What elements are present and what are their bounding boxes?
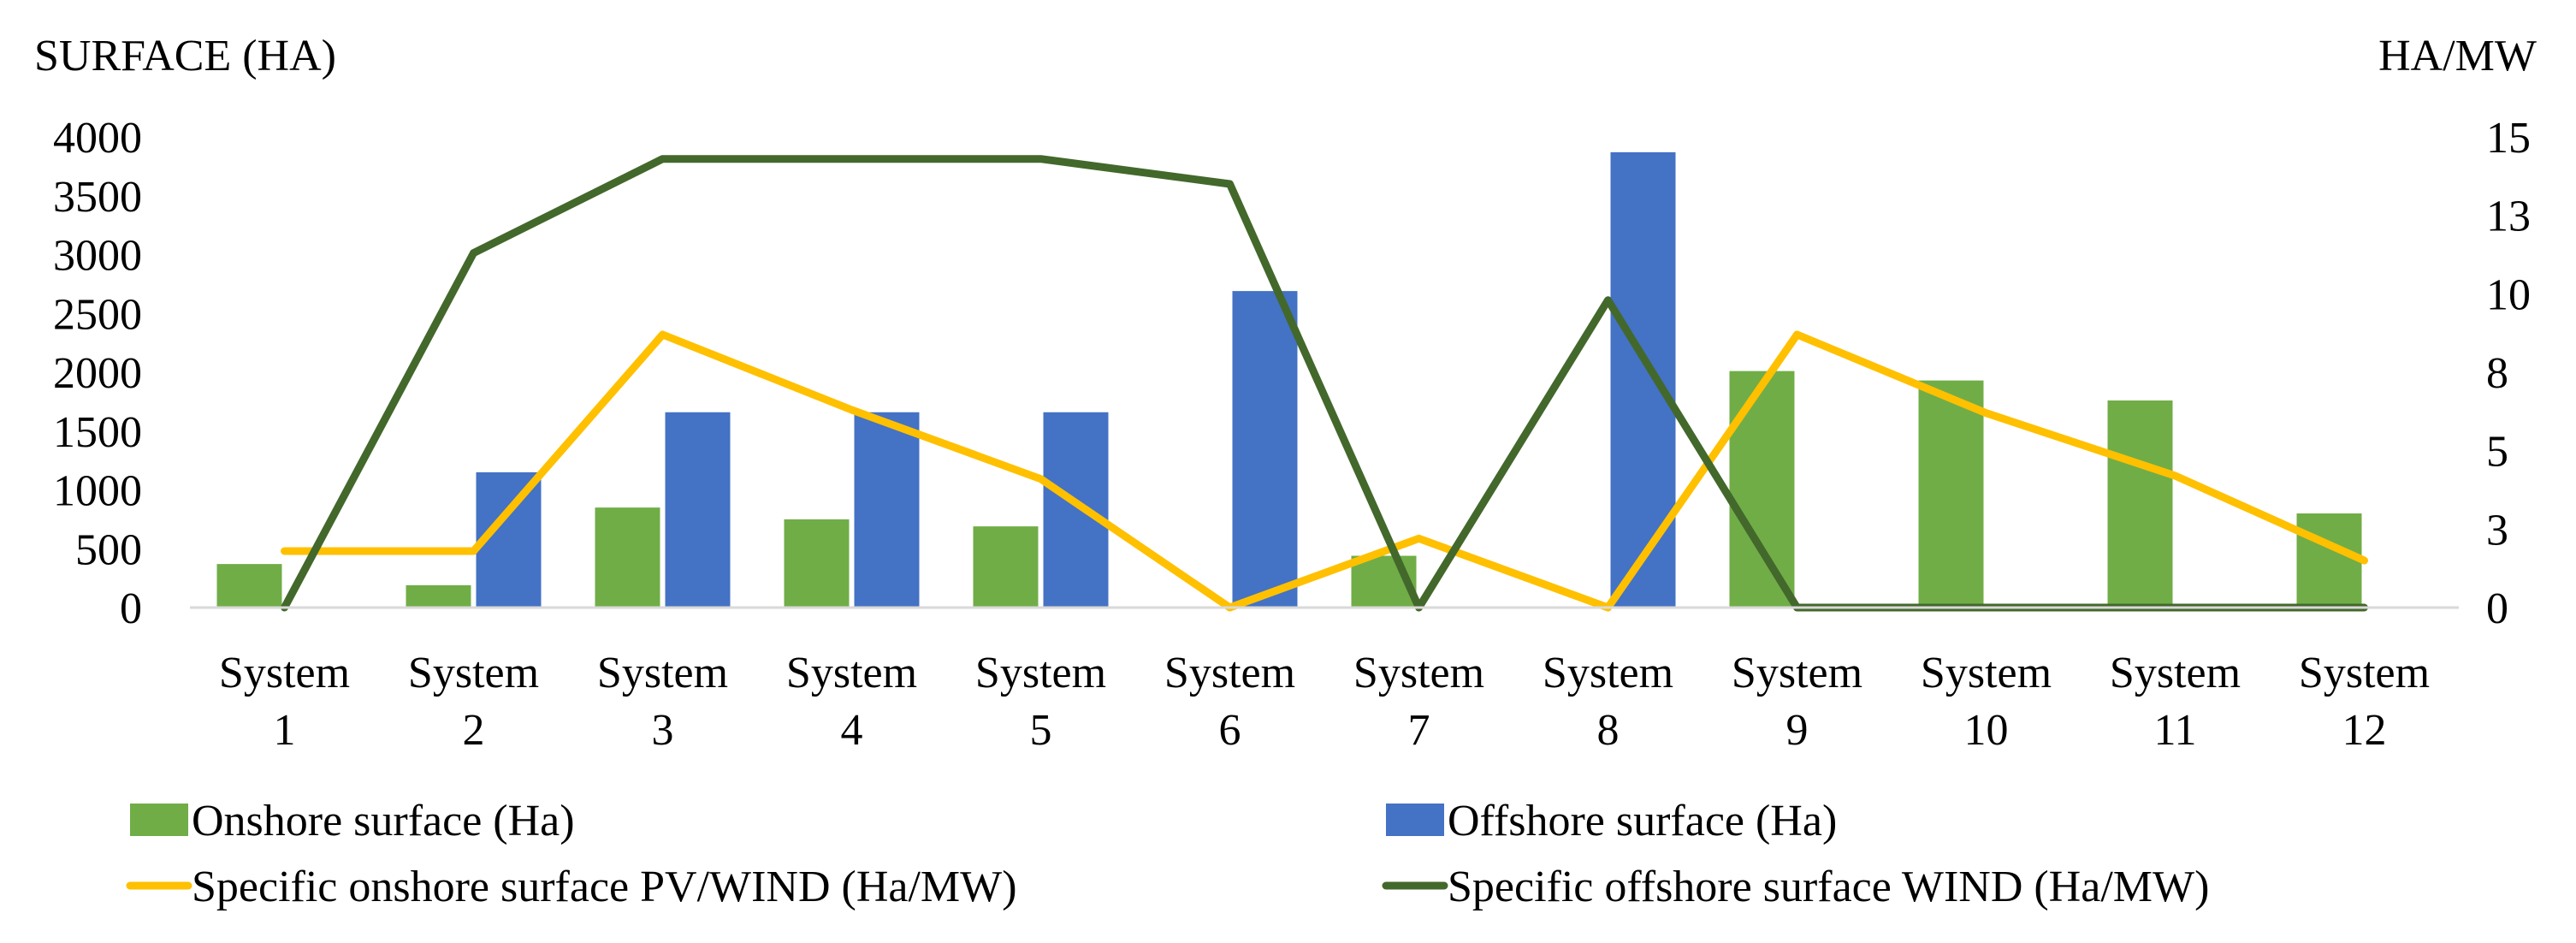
left-tick-label: 500 — [75, 525, 142, 574]
onshore-bar — [1729, 371, 1795, 608]
x-tick-label: System 2 — [408, 649, 539, 755]
legend-entry: Specific offshore surface WIND (Ha/MW) — [1382, 863, 2209, 911]
legend-entry: Offshore surface (Ha) — [1386, 797, 1837, 845]
x-tick-label: System 8 — [1543, 649, 1673, 755]
legend-label: Onshore surface (Ha) — [192, 797, 575, 845]
x-tick-label: System 11 — [2110, 649, 2241, 755]
left-tick-label: 0 — [120, 584, 142, 633]
right-tick-label: 15 — [2486, 114, 2531, 163]
left-tick-label: 3500 — [53, 173, 142, 222]
right-tick-label: 5 — [2486, 428, 2508, 477]
left-axis-ticks: 0 500 1000 1500 2000 2500 3000 3500 4000 — [53, 114, 142, 633]
offshore-bar — [1043, 412, 1109, 608]
x-tick-label: System 9 — [1732, 649, 1862, 755]
x-tick-label: System 5 — [975, 649, 1106, 755]
onshore-bar — [2107, 400, 2173, 608]
x-tick-label: System 12 — [2299, 649, 2430, 755]
right-tick-label: 13 — [2486, 193, 2531, 241]
onshore-bar — [1918, 380, 1984, 608]
onshore-bar — [595, 507, 660, 608]
legend-bar-swatch — [130, 804, 188, 836]
x-axis-labels: System 1 System 2 System 3 System 4 System 5 Syste… — [219, 649, 2430, 755]
legend-bar-swatch — [1386, 804, 1444, 836]
left-tick-label: 2000 — [53, 349, 142, 398]
offshore-bar — [1610, 151, 1676, 608]
legend-label: Specific onshore surface PV/WIND (Ha/MW) — [192, 863, 1017, 911]
offshore-bar — [854, 412, 920, 608]
onshore-specific-line — [281, 330, 2368, 612]
left-tick-label: 1000 — [53, 467, 142, 516]
x-tick-label: System 7 — [1353, 649, 1484, 755]
x-tick-label: System 1 — [219, 649, 350, 755]
onshore-bar — [784, 519, 850, 608]
right-axis-ticks: 0 3 5 8 10 13 15 — [2486, 114, 2531, 633]
left-tick-label: 2500 — [53, 290, 142, 339]
legend: Onshore surface (Ha) Offshore surface (Ha… — [126, 797, 2209, 911]
onshore-bar — [216, 564, 282, 608]
legend-label: Offshore surface (Ha) — [1448, 797, 1837, 845]
legend-label: Specific offshore surface WIND (Ha/MW) — [1448, 863, 2209, 911]
right-tick-label: 10 — [2486, 270, 2531, 319]
x-tick-label: System 3 — [597, 649, 728, 755]
x-tick-label: System 10 — [1921, 649, 2052, 755]
offshore-bar — [1232, 291, 1298, 608]
left-tick-label: 1500 — [53, 408, 142, 457]
bar-series — [216, 151, 2362, 608]
onshore-bar — [2296, 513, 2362, 608]
right-tick-label: 3 — [2486, 506, 2508, 555]
right-axis-title: HA/MW — [2378, 32, 2537, 80]
onshore-bar — [973, 526, 1039, 608]
legend-entry: Specific onshore surface PV/WIND (Ha/MW) — [126, 863, 1017, 911]
x-tick-label: System 4 — [786, 649, 917, 755]
right-tick-label: 8 — [2486, 349, 2508, 398]
legend-entry: Onshore surface (Ha) — [130, 797, 575, 845]
left-axis-title: SURFACE (HA) — [34, 32, 336, 80]
right-tick-label: 0 — [2486, 584, 2508, 633]
left-tick-label: 3000 — [53, 232, 142, 281]
onshore-bar — [406, 584, 471, 608]
x-tick-label: System 6 — [1164, 649, 1295, 755]
offshore-bar — [665, 412, 731, 608]
left-tick-label: 4000 — [53, 114, 142, 163]
